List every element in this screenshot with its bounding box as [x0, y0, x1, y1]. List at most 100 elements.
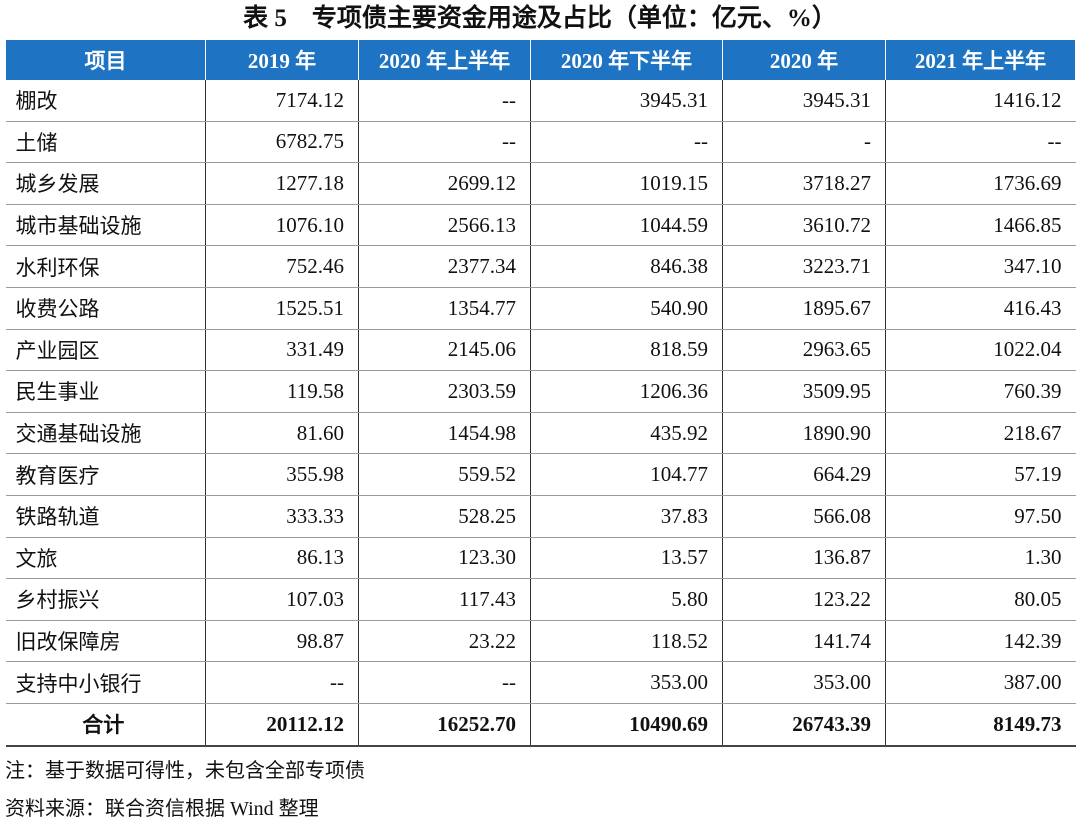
table-note: 注：基于数据可得性，未包含全部专项债 [5, 760, 365, 782]
row-label: 土储 [5, 121, 206, 164]
cell-value: 566.08 [722, 495, 886, 538]
cell-value: 2566.13 [358, 204, 531, 247]
cell-value: 416.43 [885, 287, 1076, 330]
cell-value: 3610.72 [722, 204, 886, 247]
source-note: 资料来源：联合资信根据 Wind 整理 [5, 798, 319, 820]
row-label: 文旅 [5, 537, 206, 580]
row-label: 城市基础设施 [5, 204, 206, 247]
cell-value: 1277.18 [205, 162, 359, 205]
cell-value: 1.30 [885, 537, 1076, 580]
table-row: 支持中小银行 -- -- 353.00 353.00 387.00 [5, 661, 1076, 704]
cell-value: 3223.71 [722, 245, 886, 288]
cell-value: 2699.12 [358, 162, 531, 205]
cell-value: -- [358, 80, 531, 122]
cell-value: 2377.34 [358, 245, 531, 288]
cell-value: 2303.59 [358, 370, 531, 413]
cell-value: -- [358, 121, 531, 164]
table-title: 表 5 专项债主要资金用途及占比（单位：亿元、%） [243, 5, 837, 32]
cell-value: 353.00 [722, 661, 886, 704]
row-label: 支持中小银行 [5, 661, 206, 704]
cell-value: 435.92 [530, 412, 723, 455]
table-row: 水利环保 752.46 2377.34 846.38 3223.71 347.10 [5, 245, 1076, 288]
cell-value: 1895.67 [722, 287, 886, 330]
cell-value: 142.39 [885, 620, 1076, 663]
cell-value: 1454.98 [358, 412, 531, 455]
cell-value: 218.67 [885, 412, 1076, 455]
cell-value: 1044.59 [530, 204, 723, 247]
cell-value: -- [885, 121, 1076, 164]
table-row: 城市基础设施 1076.10 2566.13 1044.59 3610.72 1466.8… [5, 204, 1076, 247]
row-label: 交通基础设施 [5, 412, 206, 455]
cell-value: 1736.69 [885, 162, 1076, 205]
row-label: 旧改保障房 [5, 620, 206, 663]
cell-value: 98.87 [205, 620, 359, 663]
data-table: 项目 2019 年 2020 年上半年 2020 年下半年 2020 年 2021 年上半… [5, 40, 1076, 747]
cell-value: 540.90 [530, 287, 723, 330]
table-row: 产业园区 331.49 2145.06 818.59 2963.65 1022.04 [5, 329, 1076, 372]
cell-value: -- [205, 661, 359, 704]
column-header: 2019 年 [205, 40, 359, 80]
cell-value: 107.03 [205, 578, 359, 621]
cell-value: 13.57 [530, 537, 723, 580]
column-header: 项目 [5, 40, 206, 80]
cell-value: 8149.73 [885, 703, 1076, 747]
cell-value: 1890.90 [722, 412, 886, 455]
cell-value: 3945.31 [722, 80, 886, 122]
cell-value: 104.77 [530, 453, 723, 496]
cell-value: -- [530, 121, 723, 164]
cell-value: 123.22 [722, 578, 886, 621]
cell-value: 333.33 [205, 495, 359, 538]
row-label: 收费公路 [5, 287, 206, 330]
cell-value: -- [358, 661, 531, 704]
table-row: 文旅 86.13 123.30 13.57 136.87 1.30 [5, 537, 1076, 580]
table-row: 土储 6782.75 -- -- - -- [5, 121, 1076, 164]
column-header: 2020 年上半年 [358, 40, 531, 80]
cell-value: 37.83 [530, 495, 723, 538]
cell-value: 6782.75 [205, 121, 359, 164]
row-label: 乡村振兴 [5, 578, 206, 621]
row-label: 城乡发展 [5, 162, 206, 205]
cell-value: 20112.12 [205, 703, 359, 747]
cell-value: 16252.70 [358, 703, 531, 747]
cell-value: 117.43 [358, 578, 531, 621]
row-label: 铁路轨道 [5, 495, 206, 538]
cell-value: 141.74 [722, 620, 886, 663]
cell-value: 355.98 [205, 453, 359, 496]
cell-value: 5.80 [530, 578, 723, 621]
cell-value: 1022.04 [885, 329, 1076, 372]
cell-value: 1206.36 [530, 370, 723, 413]
column-header: 2020 年 [722, 40, 886, 80]
cell-value: 846.38 [530, 245, 723, 288]
cell-value: 81.60 [205, 412, 359, 455]
cell-value: 119.58 [205, 370, 359, 413]
cell-value: 3509.95 [722, 370, 886, 413]
cell-value: 3718.27 [722, 162, 886, 205]
cell-value: 123.30 [358, 537, 531, 580]
cell-value: 752.46 [205, 245, 359, 288]
table-row: 棚改 7174.12 -- 3945.31 3945.31 1416.12 [5, 80, 1076, 122]
column-header: 2020 年下半年 [530, 40, 723, 80]
row-label: 水利环保 [5, 245, 206, 288]
table-row: 乡村振兴 107.03 117.43 5.80 123.22 80.05 [5, 578, 1076, 621]
cell-value: 353.00 [530, 661, 723, 704]
table-row: 民生事业 119.58 2303.59 1206.36 3509.95 760.39 [5, 370, 1076, 413]
row-label: 教育医疗 [5, 453, 206, 496]
total-row: 合计 20112.12 16252.70 10490.69 26743.39 8149.7… [5, 703, 1076, 747]
cell-value: 26743.39 [722, 703, 886, 747]
row-label: 产业园区 [5, 329, 206, 372]
cell-value: 97.50 [885, 495, 1076, 538]
cell-value: 1076.10 [205, 204, 359, 247]
cell-value: 1466.85 [885, 204, 1076, 247]
cell-value: 80.05 [885, 578, 1076, 621]
table-row: 收费公路 1525.51 1354.77 540.90 1895.67 416.43 [5, 287, 1076, 330]
cell-value: 57.19 [885, 453, 1076, 496]
cell-value: 760.39 [885, 370, 1076, 413]
table-row: 城乡发展 1277.18 2699.12 1019.15 3718.27 1736.69 [5, 162, 1076, 205]
table-row: 旧改保障房 98.87 23.22 118.52 141.74 142.39 [5, 620, 1076, 663]
row-label: 合计 [5, 703, 206, 747]
cell-value: 331.49 [205, 329, 359, 372]
cell-value: 1019.15 [530, 162, 723, 205]
cell-value: 664.29 [722, 453, 886, 496]
cell-value: 347.10 [885, 245, 1076, 288]
cell-value: 559.52 [358, 453, 531, 496]
